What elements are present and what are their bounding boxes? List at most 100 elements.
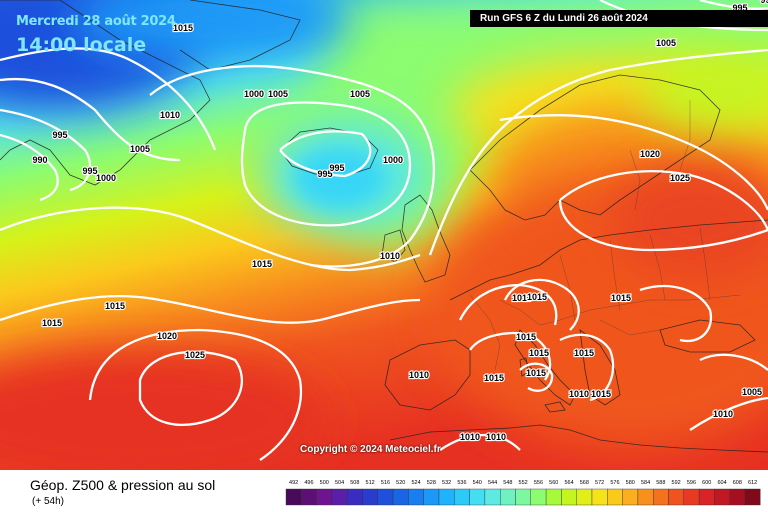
legend-swatch [545, 488, 562, 506]
legend-swatch [331, 488, 348, 506]
valid-date: Mercredi 28 août 2024 [16, 14, 176, 29]
isobar-label: 990 [32, 155, 47, 165]
color-scale-legend: 492 496 500 504 508 512 516 520 524 528 532 536 540 5… [285, 480, 761, 506]
isobar-label: 1005 [350, 89, 370, 99]
isobar-label: 1010 [160, 110, 180, 120]
legend-value: 568 [580, 480, 589, 486]
legend-swatch [301, 488, 317, 506]
legend-value: 600 [702, 480, 711, 486]
legend-swatch [653, 488, 669, 506]
weather-map: 1015 1005 1000 1005 1005 1010 995 1005 990 995 100… [0, 0, 768, 470]
legend-value: 564 [564, 480, 573, 486]
legend-swatch [622, 488, 639, 506]
isobar-label: 995 [52, 130, 67, 140]
isobar-label: 995 [82, 166, 97, 176]
legend-value: 556 [534, 480, 543, 486]
legend-swatch [683, 488, 700, 506]
isobar-label: 1005 [268, 89, 288, 99]
isobar-label: 1010 [713, 409, 733, 419]
legend-swatch [423, 488, 440, 506]
isobar-label: 1020 [157, 331, 177, 341]
legend-value: 552 [519, 480, 528, 486]
legend-value: 516 [381, 480, 390, 486]
country-borders [469, 100, 741, 371]
legend-value: 532 [442, 480, 451, 486]
isobar-label: 1015 [42, 318, 62, 328]
legend-value: 560 [549, 480, 558, 486]
legend-swatch [607, 488, 623, 506]
legend-swatch [729, 488, 746, 506]
isobar-label: 1015 [591, 389, 611, 399]
isobar-label: 1015 [527, 292, 547, 302]
legend-swatch [698, 488, 715, 506]
legend-swatch [484, 488, 501, 506]
isobar-label: 1000 [383, 155, 403, 165]
legend-swatch [714, 488, 730, 506]
isobar-label: 1015 [526, 368, 546, 378]
isobar-label: 1015 [105, 301, 125, 311]
legend-value: 584 [641, 480, 650, 486]
isobar-label: 1010 [409, 370, 429, 380]
legend-swatch [530, 488, 547, 506]
legend-value: 548 [503, 480, 512, 486]
isobar-label: 1025 [670, 173, 690, 183]
legend-swatch [316, 488, 333, 506]
legend-swatch [377, 488, 394, 506]
isobar-label: 1015 [574, 348, 594, 358]
isobar-label: 1020 [640, 149, 660, 159]
isobar-label: 1025 [185, 350, 205, 360]
isobar-label: 1005 [656, 38, 676, 48]
legend-swatch [591, 488, 608, 506]
isobar-label: 1005 [130, 144, 150, 154]
geopotential-field [0, 0, 768, 470]
legend-swatch [454, 488, 470, 506]
legend-value: 508 [350, 480, 359, 486]
legend-value: 596 [687, 480, 696, 486]
isobar-label: 1010 [569, 389, 589, 399]
isobars [0, 0, 768, 460]
legend-value: 572 [595, 480, 604, 486]
isobar-label: 1015 [611, 293, 631, 303]
product-title: Géop. Z500 & pression au sol [30, 477, 216, 493]
legend-value: 512 [366, 480, 375, 486]
isobar-label: 1015 [173, 23, 193, 33]
legend-swatch [744, 488, 761, 506]
legend-value: 588 [656, 480, 665, 486]
isobar-label: 995 [317, 169, 332, 179]
isobar-label: 1015 [529, 348, 549, 358]
isobar-label: 1000 [244, 89, 264, 99]
legend-value: 496 [304, 480, 313, 486]
legend-value: 504 [335, 480, 344, 486]
legend-value: 592 [672, 480, 681, 486]
legend-value: 608 [733, 480, 742, 486]
legend-value: 524 [411, 480, 420, 486]
legend-swatch [392, 488, 409, 506]
footer-bar: Géop. Z500 & pression au sol (+ 54h) 492… [0, 470, 768, 512]
legend-swatch [499, 488, 516, 506]
legend-value: 580 [626, 480, 635, 486]
legend-value: 612 [748, 480, 757, 486]
legend-value: 520 [396, 480, 405, 486]
legend-value: 604 [717, 480, 726, 486]
isobar-label: 1010 [460, 432, 480, 442]
legend-swatch [637, 488, 654, 506]
legend-swatch [346, 488, 363, 506]
legend-value: 536 [457, 480, 466, 486]
legend-swatch [408, 488, 424, 506]
model-run-info: Run GFS 6 Z du Lundi 26 août 2024 [470, 10, 768, 27]
isobar-label: 1015 [484, 373, 504, 383]
isobar-label: 1010 [380, 251, 400, 261]
legend-swatch [469, 488, 486, 506]
legend-value: 492 [289, 480, 298, 486]
legend-swatch [515, 488, 532, 506]
valid-time: 14:00 locale [16, 34, 147, 56]
legend-value: 528 [427, 480, 436, 486]
legend-swatch [668, 488, 685, 506]
legend-value: 576 [610, 480, 619, 486]
isobar-label: 1010 [512, 293, 532, 303]
legend-swatch [576, 488, 593, 506]
lead-time: (+ 54h) [32, 496, 64, 507]
isobar-label: 995 [760, 0, 768, 5]
isobar-label: 1010 [486, 432, 506, 442]
